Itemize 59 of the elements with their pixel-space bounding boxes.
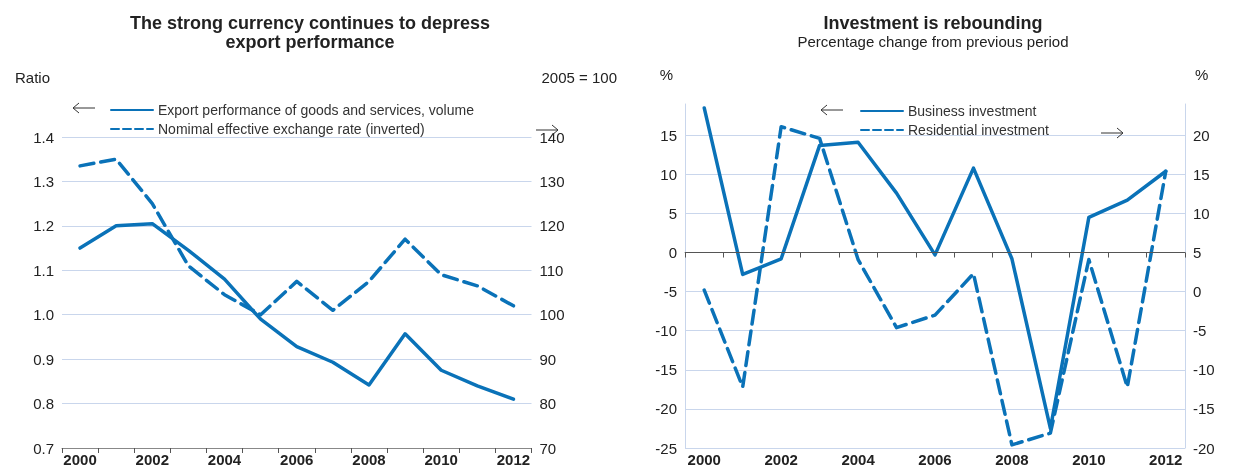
y2-tick-label: 120 (539, 217, 565, 235)
x-tick-label: 2002 (135, 451, 169, 468)
y-tick-label: 1.2 (33, 217, 54, 235)
x-tick-label: 2012 (496, 451, 531, 468)
y2-tick-label: -15 (1193, 400, 1215, 418)
chart-subtitle: Percentage change from previous period (797, 33, 1069, 50)
y-tick-label: 0.9 (33, 350, 54, 368)
x-tick-label: 2006 (280, 451, 314, 468)
y2-axis-title: 2005 = 100 (541, 69, 618, 86)
x-tick-label: 2000 (63, 451, 97, 468)
y2-tick-label: 80 (539, 395, 557, 413)
y-tick-label: 1.1 (33, 261, 54, 279)
chart-title: Investment is rebounding (823, 12, 1043, 33)
y2-tick-label: 5 (1193, 244, 1202, 262)
x-tick-label: 2008 (352, 451, 386, 468)
y-tick-label: -25 (655, 439, 677, 457)
y2-tick-label: 130 (539, 172, 565, 190)
y-axis-title: % (659, 66, 673, 83)
x-tick-label: 2004 (207, 451, 242, 468)
y-tick-label: 1.0 (33, 306, 54, 324)
legend-label: Business investment (908, 103, 1037, 119)
y-tick-label: -10 (655, 322, 677, 340)
y-tick-label: 0.8 (33, 395, 54, 413)
y-tick-label: -5 (663, 283, 677, 301)
y-tick-label: 0 (668, 244, 677, 262)
y2-tick-label: -5 (1193, 322, 1207, 340)
y2-axis-title: % (1195, 66, 1209, 83)
y2-tick-label: -10 (1193, 361, 1215, 379)
legend-label: Residential investment (908, 122, 1049, 138)
y2-tick-label: 110 (539, 261, 564, 279)
x-tick-label: 2002 (764, 451, 798, 468)
y-tick-label: 15 (660, 126, 677, 144)
y-tick-label: 0.7 (33, 439, 54, 457)
legend-label: Nomimal effective exchange rate (inverted) (158, 121, 425, 137)
y-tick-label: -15 (655, 361, 677, 379)
y2-tick-label: 10 (1193, 204, 1210, 222)
x-tick-label: 2010 (424, 451, 458, 468)
y2-tick-label: 15 (1193, 165, 1210, 183)
y2-tick-label: 20 (1193, 126, 1210, 144)
legend-label: Export performance of goods and services, volume (158, 102, 475, 118)
y2-tick-label: 90 (539, 350, 557, 368)
y-tick-label: 1.3 (33, 172, 54, 190)
x-tick-label: 2010 (1072, 451, 1106, 468)
y2-tick-label: -20 (1193, 439, 1215, 457)
y2-tick-label: 100 (539, 306, 565, 324)
y-tick-label: 10 (660, 165, 677, 183)
chart-title: The strong currency continues to depress export performance (129, 12, 491, 52)
y-tick-label: 5 (668, 204, 677, 222)
y-tick-label: 1.4 (33, 128, 54, 146)
y-axis-title: Ratio (14, 69, 50, 86)
y2-tick-label: 0 (1193, 283, 1202, 301)
x-tick-label: 2006 (918, 451, 952, 468)
y2-tick-label: 140 (539, 128, 565, 146)
x-tick-label: 2000 (687, 451, 721, 468)
y2-tick-label: 70 (539, 439, 557, 457)
x-tick-label: 2008 (995, 451, 1029, 468)
x-tick-label: 2012 (1149, 451, 1183, 468)
x-tick-label: 2004 (841, 451, 876, 468)
y-tick-label: -20 (655, 400, 677, 418)
